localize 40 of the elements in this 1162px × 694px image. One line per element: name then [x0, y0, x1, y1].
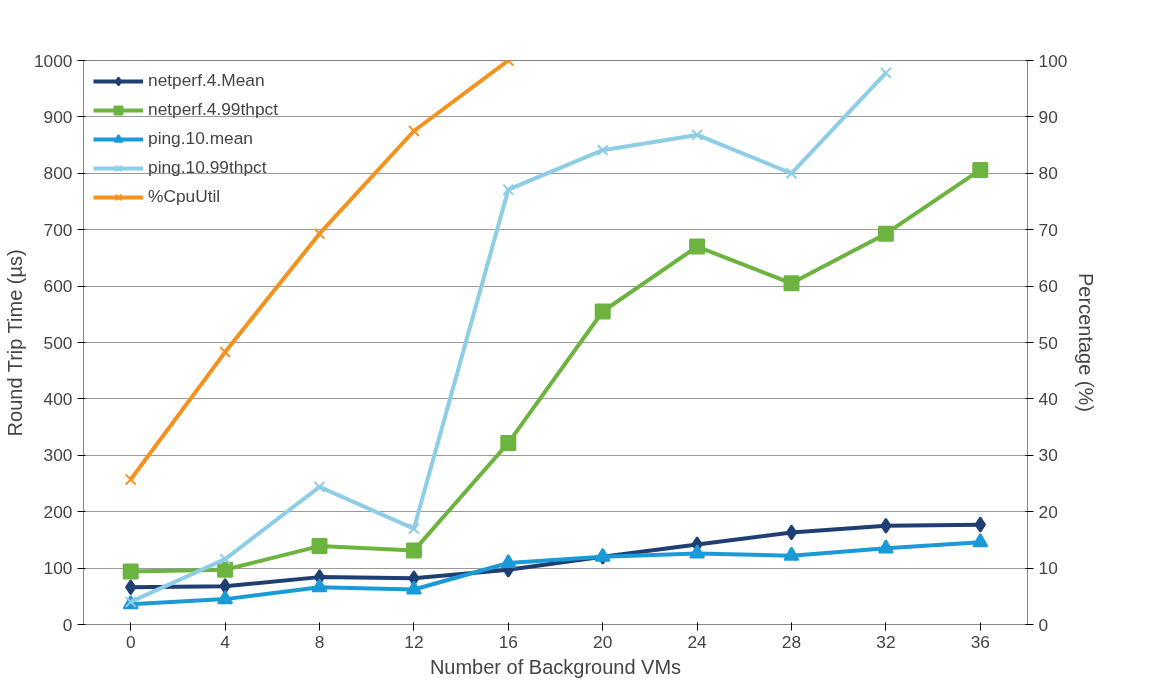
y2-tick-label: 50	[1038, 332, 1058, 353]
legend-label: %CpuUtil	[148, 186, 221, 207]
y2-tick-label: 10	[1038, 558, 1058, 579]
x-tick-label: 32	[876, 631, 896, 652]
y-tick-label: 800	[43, 163, 73, 184]
y2-tick-label: 30	[1038, 445, 1058, 466]
x-tick-label: 16	[498, 631, 518, 652]
legend-label: ping.10.mean	[148, 128, 254, 149]
x-tick-label: 36	[970, 631, 990, 652]
y2-tick-label: 90	[1038, 106, 1058, 127]
y-tick-label: 700	[43, 219, 73, 240]
y2-tick-label: 80	[1038, 163, 1058, 184]
legend-label: netperf.4.99thpct	[148, 99, 279, 120]
y-tick-label: 100	[43, 558, 73, 579]
legend-label: ping.10.99thpct	[148, 157, 267, 178]
y2-tick-label: 20	[1038, 501, 1058, 522]
x-tick-label: 28	[781, 631, 802, 652]
x-tick-label: 0	[125, 631, 136, 652]
y2-tick-label: 60	[1038, 276, 1058, 297]
y2-tick-label: 0	[1038, 614, 1049, 635]
x-tick-label: 20	[593, 631, 613, 652]
y-tick-label: 300	[43, 445, 73, 466]
y2-tick-label: 70	[1038, 219, 1058, 240]
y-tick-label: 600	[43, 276, 73, 297]
y-tick-label: 200	[43, 501, 73, 522]
y-tick-label: 500	[43, 332, 73, 353]
x-axis-title: Number of Background VMs	[429, 655, 682, 678]
y2-tick-label: 40	[1038, 388, 1058, 409]
legend-label: netperf.4.Mean	[148, 70, 265, 91]
x-tick-label: 24	[687, 631, 708, 652]
y-tick-label: 0	[62, 614, 73, 635]
x-tick-label: 8	[314, 631, 325, 652]
y2-axis-title: Percentage (%)	[1075, 273, 1098, 412]
x-tick-label: 4	[220, 631, 231, 652]
y2-tick-label: 100	[1038, 50, 1068, 71]
x-tick-label: 12	[404, 631, 424, 652]
y-axis-title: Round Trip Time (µs)	[3, 249, 26, 437]
y-tick-label: 1000	[33, 50, 73, 71]
y-tick-label: 400	[43, 388, 73, 409]
y-tick-label: 900	[43, 106, 73, 127]
